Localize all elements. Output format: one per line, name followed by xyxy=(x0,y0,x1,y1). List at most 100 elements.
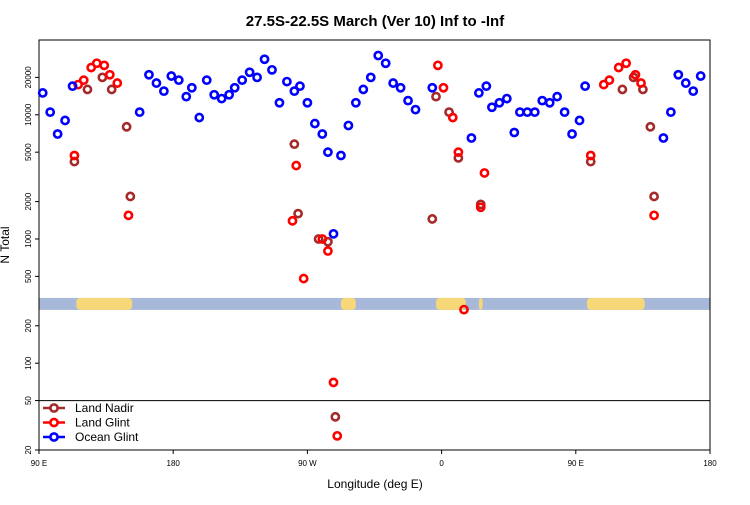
ocean-glint-point xyxy=(673,69,684,80)
ocean-glint-point xyxy=(52,129,63,139)
ocean-glint-point xyxy=(295,81,305,92)
land-glint-point xyxy=(317,234,328,244)
ocean-glint-point xyxy=(529,107,540,118)
land-glint-point xyxy=(432,60,443,71)
ocean-glint-point xyxy=(274,97,285,108)
ocean-glint-point xyxy=(267,64,277,75)
legend-label-land-nadir: Land Nadir xyxy=(75,401,134,415)
ocean-glint-point xyxy=(410,104,421,115)
ocean-glint-point xyxy=(343,120,354,131)
land-glint-point xyxy=(332,430,343,441)
ocean-glint-point xyxy=(37,88,48,98)
ocean-glint-point xyxy=(358,84,369,95)
land-glint-point xyxy=(287,215,298,226)
ocean-glint-point xyxy=(224,89,235,100)
land-glint-point xyxy=(91,58,102,69)
ocean-glint-point xyxy=(680,78,691,88)
ocean-glint-point xyxy=(281,76,292,87)
ocean-glint-point xyxy=(158,86,169,97)
ocean-glint-point xyxy=(522,107,533,118)
land-glint-point xyxy=(636,78,646,88)
land-nadir-point xyxy=(617,84,628,95)
ocean-glint-point xyxy=(289,86,300,97)
land-nadir-point xyxy=(313,234,324,244)
ocean-glint-point xyxy=(201,75,212,86)
ocean-glint-point xyxy=(395,82,406,93)
ocean-glint-point xyxy=(350,97,361,108)
land-glint-point xyxy=(459,304,469,315)
land-nadir-point xyxy=(82,84,93,95)
ocean-glint-point xyxy=(559,107,570,118)
ocean-glint-point xyxy=(328,228,339,239)
ocean-glint-point xyxy=(309,118,320,129)
ocean-glint-point xyxy=(552,91,563,102)
y-tick-label: 5000 xyxy=(24,143,33,161)
land-glint-point xyxy=(649,210,659,221)
land-nadir-point xyxy=(293,208,303,219)
land-nadir-point xyxy=(431,91,441,102)
land-glint-point xyxy=(298,273,309,284)
y-tick-label: 20000 xyxy=(24,66,33,89)
y-axis-label: N Total xyxy=(0,226,12,263)
legend-marker-ocean-glint xyxy=(49,432,59,442)
x-tick-label: 180 xyxy=(167,459,181,468)
ocean-glint-point xyxy=(695,71,706,81)
ocean-glint-point xyxy=(45,107,56,118)
ocean-glint-point xyxy=(494,97,505,108)
surface-land-segment xyxy=(436,297,466,310)
land-nadir-point xyxy=(649,191,659,202)
x-tick-label: 90 W xyxy=(298,459,317,468)
ocean-glint-point xyxy=(567,129,577,139)
land-glint-point xyxy=(323,246,333,256)
ocean-glint-point xyxy=(514,107,525,118)
ocean-glint-point xyxy=(144,69,154,80)
surface-land-segment xyxy=(586,297,645,310)
land-glint-point xyxy=(475,202,486,213)
ocean-glint-point xyxy=(151,78,162,88)
ocean-glint-point xyxy=(244,67,255,78)
land-glint-point xyxy=(630,69,641,80)
land-nadir-point xyxy=(125,191,136,202)
x-tick-label: 90 E xyxy=(31,459,47,468)
surface-land-segment xyxy=(76,297,133,310)
data-points xyxy=(37,50,706,441)
ocean-glint-point xyxy=(194,112,205,123)
ocean-glint-point xyxy=(388,78,399,88)
land-glint-point xyxy=(78,75,89,86)
ocean-glint-point xyxy=(365,72,376,83)
y-tick-label: 50 xyxy=(24,396,33,405)
y-tick-label: 20 xyxy=(24,445,33,454)
surface-land-segment xyxy=(340,297,356,310)
ocean-glint-point xyxy=(67,81,78,92)
ocean-glint-point xyxy=(403,95,413,106)
x-tick-label: 0 xyxy=(439,459,444,468)
ocean-glint-point xyxy=(186,82,197,93)
ocean-glint-point xyxy=(658,133,669,143)
surface-ocean-band xyxy=(39,297,710,310)
chart-title: 27.5S-22.5S March (Ver 10) Inf to -Inf xyxy=(246,13,505,30)
legend-marker-land-glint xyxy=(49,417,59,428)
plot-frame xyxy=(38,39,711,451)
land-glint-point xyxy=(585,150,596,161)
ocean-glint-point xyxy=(544,97,555,108)
land-glint-point xyxy=(104,69,115,80)
land-glint-point xyxy=(613,62,624,73)
land-nadir-point xyxy=(106,84,117,95)
surface-land-segment xyxy=(478,297,483,310)
land-glint-point xyxy=(112,78,123,88)
land-nadir-point xyxy=(427,214,438,224)
ocean-glint-point xyxy=(373,50,384,61)
legend-label-land-glint: Land Glint xyxy=(75,416,130,430)
land-nadir-point xyxy=(645,121,656,132)
ocean-glint-point xyxy=(317,129,328,139)
land-glint-point xyxy=(438,82,449,93)
y-tick-label: 500 xyxy=(24,269,33,283)
ocean-glint-point xyxy=(166,71,177,81)
ocean-glint-point xyxy=(173,75,184,86)
ocean-glint-point xyxy=(688,86,699,97)
land-nadir-point xyxy=(330,411,341,422)
legend-label-ocean-glint: Ocean Glint xyxy=(75,430,139,444)
ocean-glint-point xyxy=(487,102,497,113)
